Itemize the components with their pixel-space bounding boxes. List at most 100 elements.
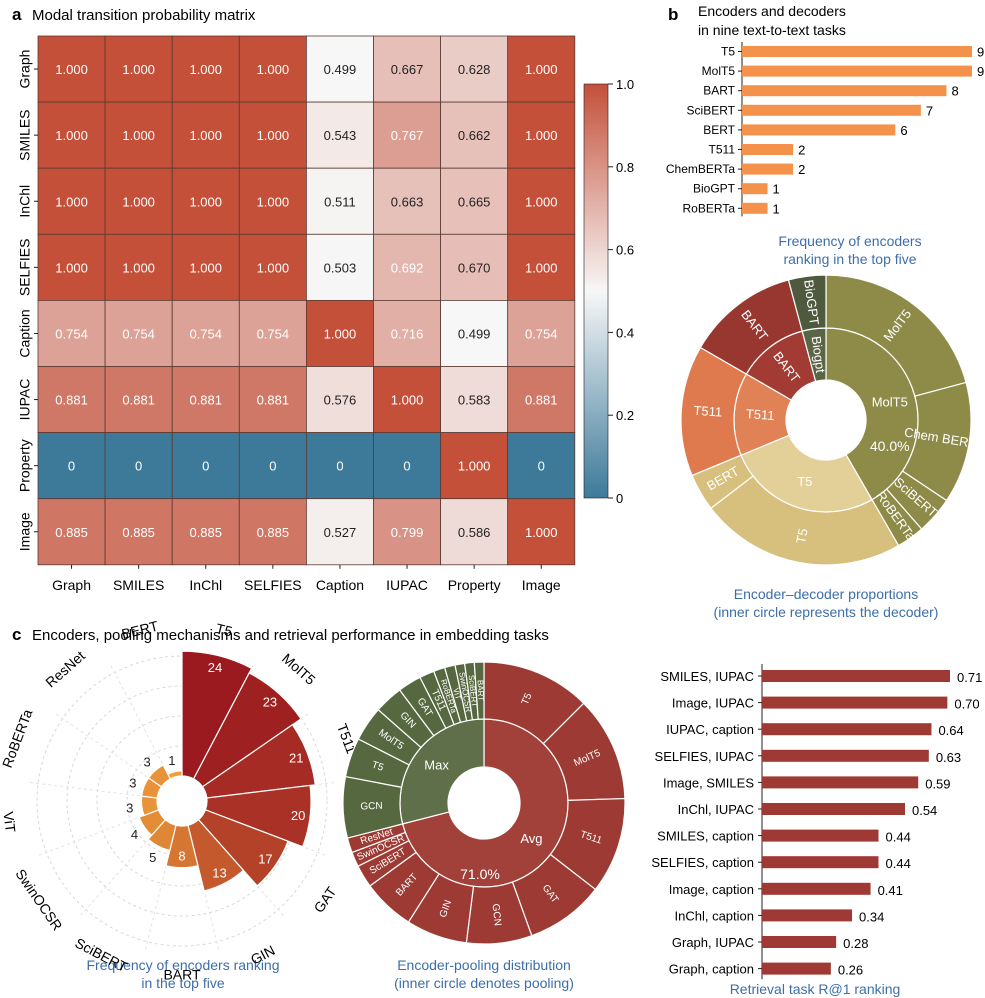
heatmap-cell <box>238 498 307 566</box>
heatmap-cell <box>37 35 106 103</box>
retrieval-value-label: 0.70 <box>954 697 979 712</box>
retrieval-bar-graph-caption <box>762 962 831 975</box>
heatmap-col-label: Property <box>448 577 501 593</box>
retrieval-bar-image-smiles <box>762 776 919 789</box>
panel-a-letter: a <box>12 5 22 24</box>
heatmap-cell-label: 0.543 <box>324 128 357 143</box>
heatmap-cell-label: 1.000 <box>55 62 88 77</box>
heatmap-row-label: Graph <box>17 50 33 89</box>
heatmap-cell-label: 1.000 <box>458 459 491 474</box>
heatmap-col-label: Image <box>522 577 561 593</box>
heatmap-col-label: IUPAC <box>386 577 428 593</box>
heatmap-cell-label: 1.000 <box>257 128 290 143</box>
heatmap-col-label: InChl <box>189 577 222 593</box>
heatmap-cell-label: 0 <box>336 459 343 474</box>
bar-value-label: 9 <box>977 64 984 79</box>
heatmap-cell-label: 1.000 <box>122 128 155 143</box>
heatmap-cell <box>373 366 441 433</box>
heatmap-cell-label: 0.767 <box>391 128 424 143</box>
retrieval-category-label: SELFIES, caption <box>651 855 754 870</box>
polar-category-label: T5 <box>214 620 234 639</box>
polar-category-label: BART <box>163 967 201 983</box>
heatmap-cell-label: 0.885 <box>257 525 290 540</box>
heatmap-cell <box>305 299 374 367</box>
heatmap-cell <box>507 101 576 169</box>
polar-value-label: 1 <box>168 753 175 768</box>
heatmap-cell <box>373 432 441 500</box>
colorbar-tick-label: 1.0 <box>616 77 634 92</box>
heatmap-cell-label: 1.000 <box>122 194 155 209</box>
bar-chemberta <box>742 163 794 175</box>
retrieval-value-label: 0.64 <box>938 723 963 738</box>
panel-b-title-1: Encoders and decoders <box>698 3 846 19</box>
heatmap-cell-label: 1.000 <box>324 326 357 341</box>
sunburst-outer-label: T5 <box>520 691 535 706</box>
panel-c-sunburst-caption-1: Encoder-pooling distribution <box>397 957 571 973</box>
heatmap-cell-label: 0.667 <box>391 62 424 77</box>
polar-value-label: 21 <box>289 751 303 766</box>
heatmap-cell-label: 1.000 <box>122 62 155 77</box>
colorbar-tick-label: 0 <box>616 491 623 506</box>
bar-category-label: T5 <box>721 45 735 59</box>
heatmap-cell-label: 0 <box>269 459 276 474</box>
retrieval-value-label: 0.28 <box>843 936 868 951</box>
sunburst-inner-label: T511 <box>745 406 775 423</box>
bar-category-label: BioGPT <box>693 182 736 196</box>
heatmap-cell <box>305 366 374 433</box>
polar-category-label: GAT <box>310 883 339 915</box>
polar-value-label: 5 <box>149 850 156 865</box>
polar-value-label: 13 <box>212 865 226 880</box>
heatmap-cell-label: 0.754 <box>189 326 222 341</box>
panel-c-polar-caption-1: Frequency of encoders ranking <box>87 957 280 973</box>
bar-category-label: T511 <box>709 143 736 157</box>
retrieval-value-label: 0.44 <box>886 856 911 871</box>
retrieval-category-label: Image, caption <box>669 882 754 897</box>
heatmap-cell-label: 0.881 <box>525 393 558 408</box>
bar-molt5 <box>742 65 972 77</box>
sunburst-inner-label: T5 <box>797 474 812 489</box>
heatmap-cell-label: 0.583 <box>458 393 491 408</box>
retrieval-value-label: 0.54 <box>912 803 937 818</box>
sunburst-outer-label: T5 <box>370 760 385 774</box>
sunburst-inner-label: Max <box>424 758 449 773</box>
polar-value-label: 23 <box>263 695 277 710</box>
heatmap-col-label: Graph <box>52 577 91 593</box>
heatmap-cell <box>104 233 173 301</box>
heatmap-cell-label: 0 <box>68 459 75 474</box>
retrieval-category-label: Image, SMILES <box>663 775 754 790</box>
sunburst-center-hole <box>786 380 866 460</box>
bar-category-label: BART <box>703 84 735 98</box>
heatmap-cell <box>171 101 240 169</box>
heatmap-cell <box>37 101 106 169</box>
bar-value-label: 6 <box>900 123 907 138</box>
bar-category-label: SciBERT <box>687 103 736 117</box>
sunburst-inner-label: Avg <box>520 831 542 846</box>
heatmap-cell-label: 1.000 <box>55 194 88 209</box>
retrieval-bar-image-caption <box>762 882 871 895</box>
heatmap-cell-label: 0.754 <box>257 326 290 341</box>
bar-bart <box>742 85 947 97</box>
heatmap-cell-label: 0.665 <box>458 194 491 209</box>
heatmap-cell-label: 0.527 <box>324 525 357 540</box>
sunburst-outer-label: BioGPT <box>801 279 822 326</box>
heatmap-row-label: SMILES <box>17 109 33 160</box>
sunburst-outer-label: GCN <box>360 801 383 813</box>
bar-value-label: 1 <box>773 201 780 216</box>
sunburst-outer-label: BART <box>476 680 486 702</box>
heatmap-cell-label: 1.000 <box>525 194 558 209</box>
heatmap-cell <box>507 366 576 433</box>
polar-category-label: SwinOCSR <box>12 866 65 933</box>
bar-value-label: 1 <box>773 182 780 197</box>
sunburst-outer-biogpt <box>787 274 827 332</box>
retrieval-category-label: InChl, IUPAC <box>678 802 754 817</box>
heatmap-cell-label: 0.754 <box>55 326 88 341</box>
heatmap-cell <box>171 299 240 367</box>
heatmap-cell <box>373 35 441 103</box>
heatmap-cell-label: 0.499 <box>458 326 491 341</box>
colorbar-tick-label: 0.2 <box>616 408 634 423</box>
heatmap-cell-label: 1.000 <box>189 260 222 275</box>
retrieval-value-label: 0.34 <box>859 909 884 924</box>
heatmap-cell <box>507 233 576 301</box>
heatmap-cell-label: 0.586 <box>458 525 491 540</box>
